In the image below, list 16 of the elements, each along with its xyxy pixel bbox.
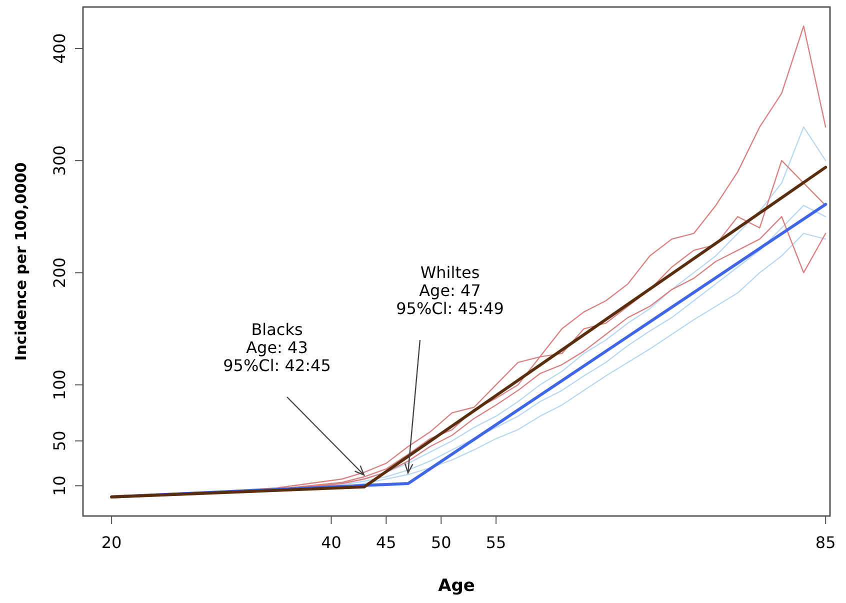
y-tick-label: 50: [50, 430, 69, 452]
x-tick-label: 40: [321, 533, 342, 552]
annotation: Whiltes Age: 47 95%Cl: 45:49: [396, 263, 504, 318]
x-tick-label: 85: [815, 533, 836, 552]
y-tick-label: 100: [50, 370, 69, 400]
x-axis-title: Age: [438, 576, 475, 596]
y-axis-title: Incidence per 100,0000: [12, 162, 30, 361]
y-tick-label: 400: [50, 33, 69, 64]
y-tick-label: 200: [50, 257, 69, 288]
x-tick-label: 55: [486, 533, 506, 552]
x-tick-label: 45: [376, 533, 396, 552]
x-tick-label: 50: [430, 533, 452, 552]
y-tick-label: 300: [50, 145, 69, 176]
x-tick-label: 20: [101, 533, 122, 552]
y-tick-label: 10: [50, 476, 69, 496]
annotation: Blacks Age: 43 95%Cl: 42:45: [223, 320, 331, 375]
